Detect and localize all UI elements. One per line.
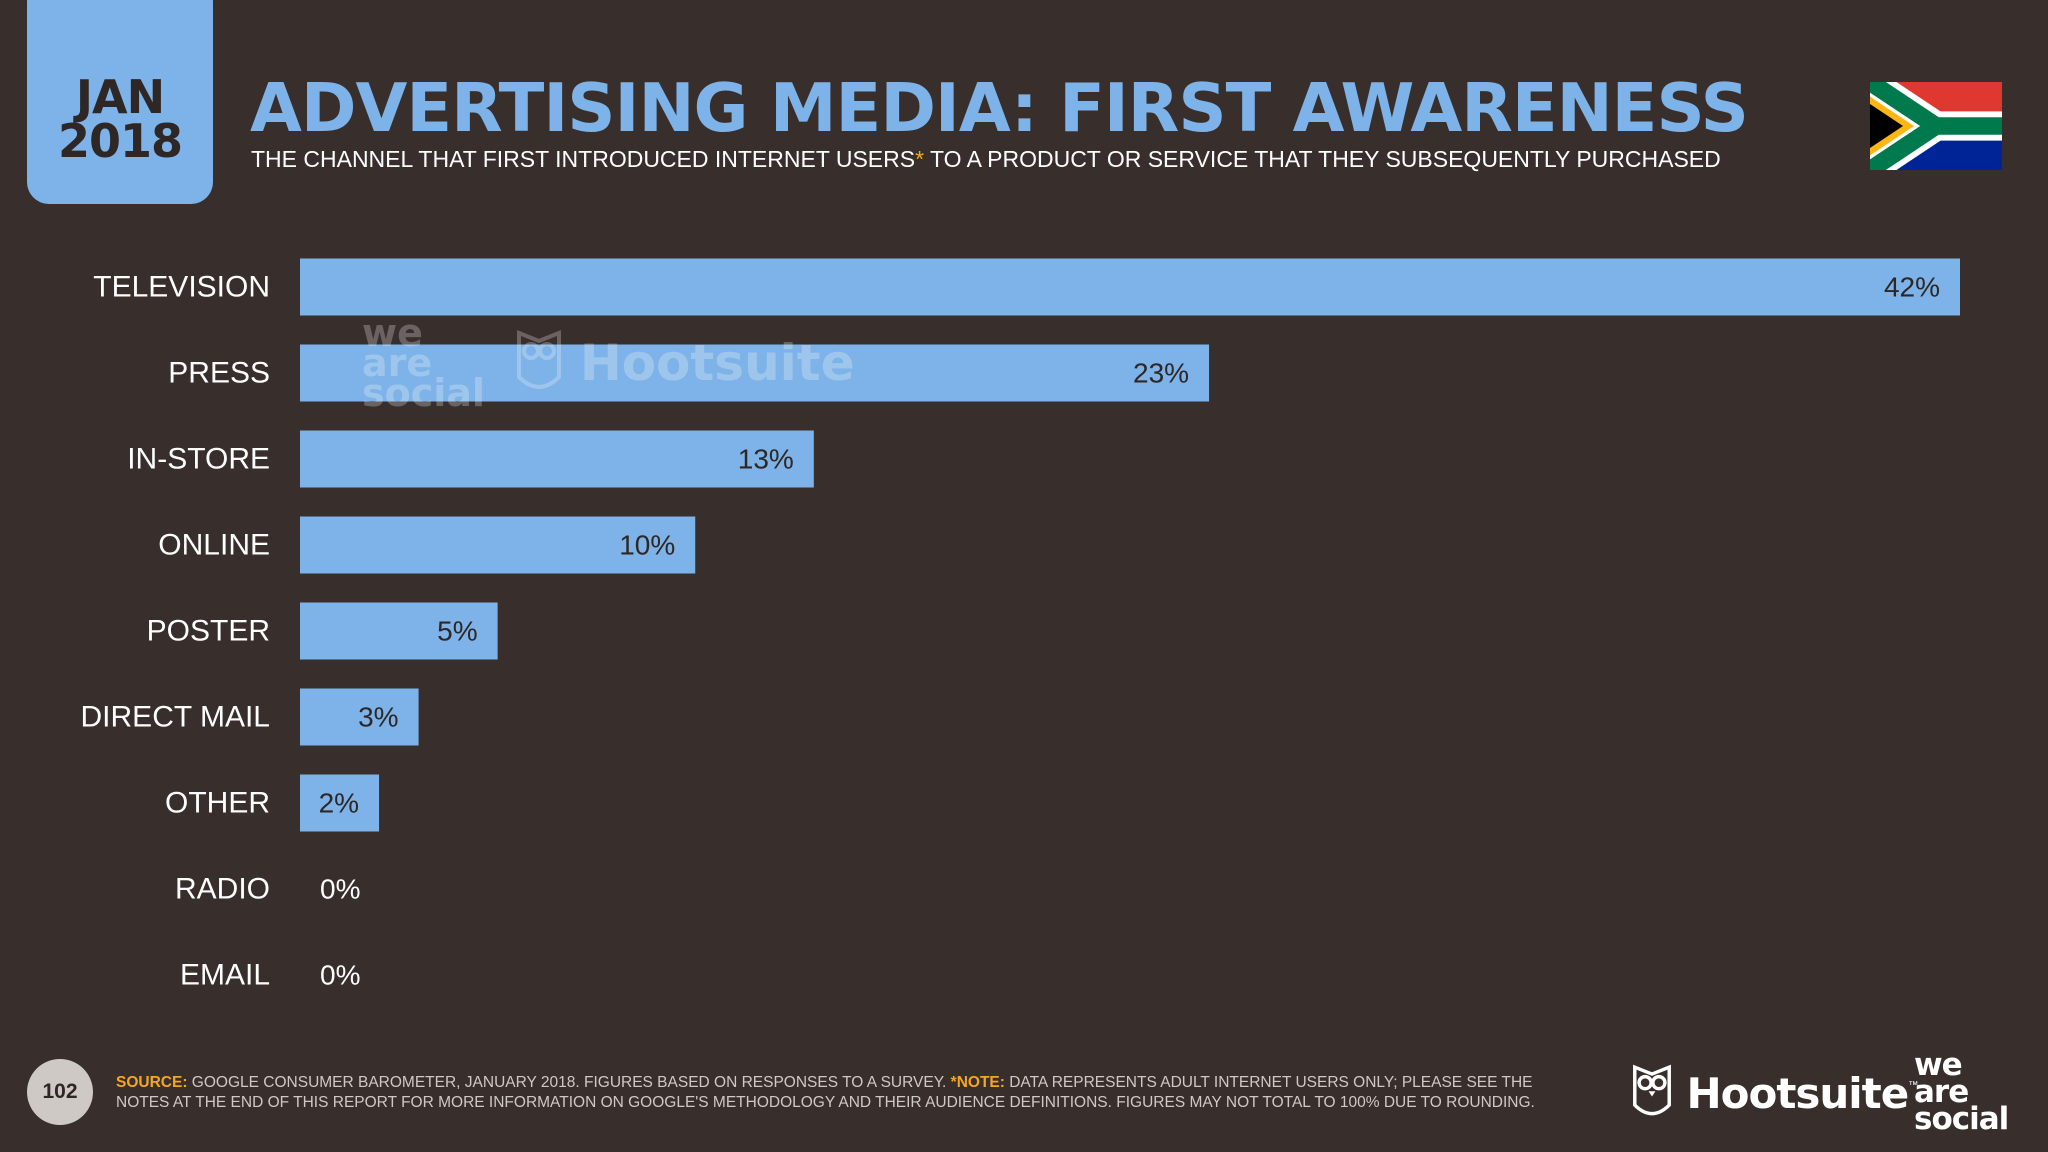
bar [300, 688, 419, 746]
bar-chart: TELEVISION 42% PRESS 23% IN-STORE 13% ONLINE 10… [81, 258, 1960, 992]
source-text: GOOGLE CONSUMER BAROMETER, JANUARY 2018.… [187, 1074, 951, 1091]
data-label: 13% [738, 444, 794, 475]
data-label: 5% [437, 616, 477, 647]
data-label: 23% [1133, 358, 1189, 389]
hootsuite-owl-icon [1633, 1064, 1671, 1116]
category-label: TELEVISION [93, 271, 270, 304]
category-label: DIRECT MAIL [81, 701, 270, 734]
bar [300, 258, 1960, 316]
subtitle-asterisk: * [915, 146, 925, 172]
subtitle-text: THE CHANNEL THAT FIRST INTRODUCED INTERN… [251, 146, 916, 172]
source-note: SOURCE: GOOGLE CONSUMER BAROMETER, JANUA… [116, 1073, 1576, 1113]
date-year: 2018 [57, 114, 183, 168]
source-key: SOURCE: [116, 1074, 188, 1091]
hootsuite-name: Hootsuite [1686, 1068, 1909, 1118]
category-label: OTHER [165, 787, 270, 820]
data-label: 3% [358, 702, 398, 733]
note-key: *NOTE: [950, 1074, 1005, 1091]
data-label: 10% [619, 530, 675, 561]
category-label: IN-STORE [127, 443, 270, 476]
data-label: 0% [320, 874, 360, 905]
category-label: RADIO [175, 873, 270, 906]
data-label: 42% [1884, 272, 1940, 303]
date-badge: JAN 2018 [27, 0, 213, 204]
category-label: POSTER [147, 615, 270, 648]
page-subtitle: THE CHANNEL THAT FIRST INTRODUCED INTERN… [251, 146, 1721, 173]
bar [300, 344, 1210, 402]
hootsuite-logo: Hootsuite™ [1630, 1062, 1918, 1126]
note-text: DATA REPRESENTS ADULT INTERNET USERS ONL… [116, 1074, 1535, 1111]
category-label: ONLINE [158, 529, 270, 562]
category-label: EMAIL [180, 959, 270, 992]
data-label: 2% [319, 788, 359, 819]
bar [300, 774, 380, 832]
date-month: JAN [75, 70, 165, 124]
data-label: 0% [320, 960, 360, 991]
page-number: 102 [27, 1059, 93, 1125]
subtitle-text-end: TO A PRODUCT OR SERVICE THAT THEY SUBSEQ… [924, 146, 1721, 172]
south-africa-flag-icon [1870, 82, 2002, 170]
page-title: ADVERTISING MEDIA: FIRST AWARENESS [250, 69, 1749, 147]
bar [300, 430, 814, 488]
bar [300, 516, 696, 574]
bar [300, 602, 498, 660]
hootsuite-tm: ™ [1908, 1080, 1919, 1091]
we-are-social-logo: we are social [1914, 1047, 2009, 1137]
category-label: PRESS [168, 357, 270, 390]
